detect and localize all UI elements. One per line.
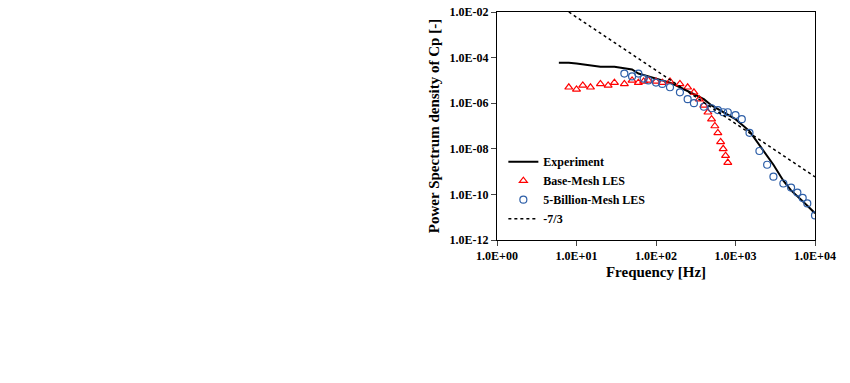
svg-text:1.0E-12: 1.0E-12 [450, 233, 489, 247]
svg-text:1.0E+00: 1.0E+00 [476, 249, 518, 263]
svg-text:Power Spectrum density of Cp [: Power Spectrum density of Cp [-] [426, 19, 442, 233]
svg-text:5-Billion-Mesh LES: 5-Billion-Mesh LES [543, 193, 645, 207]
svg-text:1.0E+04: 1.0E+04 [794, 249, 836, 263]
svg-text:1.0E-10: 1.0E-10 [450, 188, 489, 202]
svg-text:Frequency [Hz]: Frequency [Hz] [606, 264, 706, 280]
svg-text:1.0E-02: 1.0E-02 [450, 5, 489, 19]
svg-text:Base-Mesh LES: Base-Mesh LES [543, 174, 625, 188]
svg-text:1.0E-04: 1.0E-04 [450, 51, 489, 65]
svg-text:1.0E-06: 1.0E-06 [450, 96, 489, 110]
svg-text:1.0E+01: 1.0E+01 [556, 249, 598, 263]
svg-text:1.0E+02: 1.0E+02 [635, 249, 677, 263]
svg-text:Experiment: Experiment [543, 155, 604, 169]
svg-text:1.0E+03: 1.0E+03 [715, 249, 757, 263]
svg-text:1.0E-08: 1.0E-08 [450, 142, 489, 156]
svg-text:-7/3: -7/3 [543, 212, 562, 226]
